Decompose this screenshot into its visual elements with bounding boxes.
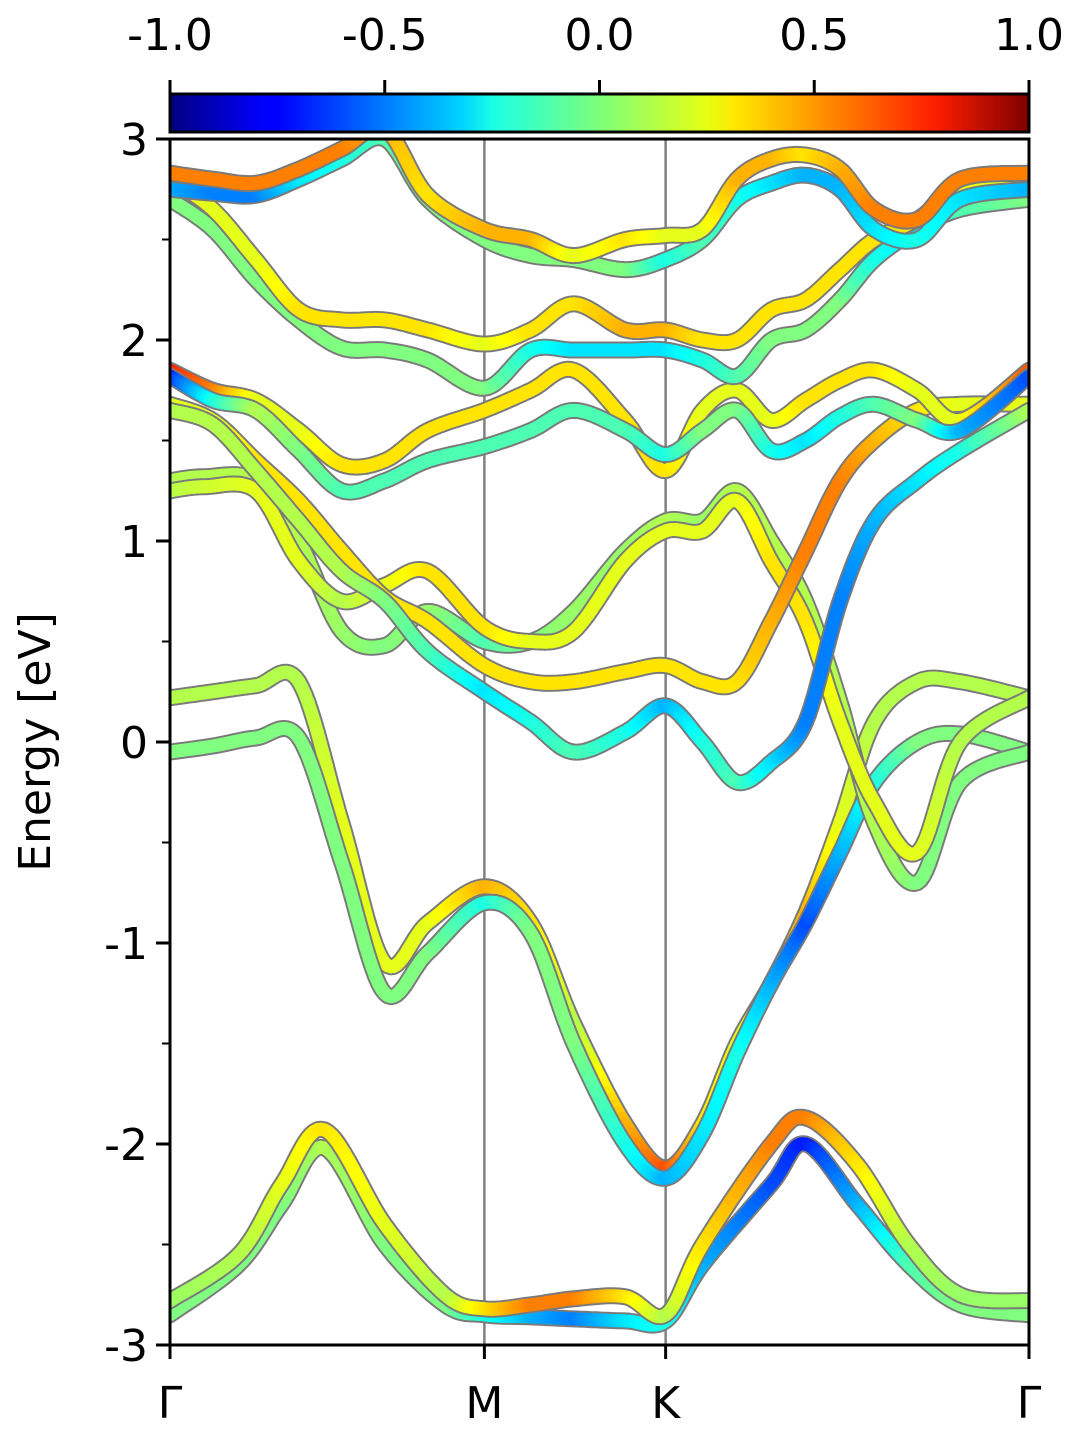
colorbar-tick-label: -1.0 xyxy=(127,10,213,61)
colorbar-tick-label: -0.5 xyxy=(342,10,428,61)
x-tick-label: Γ xyxy=(1017,1378,1042,1429)
plot-area: 3 2 1 0 -1 -2 -3 Γ M K Γ xyxy=(104,115,1042,1429)
y-tick-label: 0 xyxy=(120,718,148,769)
colorbar-tick-label: 0.5 xyxy=(779,10,849,61)
x-tick-label: Γ xyxy=(158,1378,183,1429)
colorbar-tick-label: 0.0 xyxy=(565,10,635,61)
bands xyxy=(170,127,1029,1325)
y-tick-label: 1 xyxy=(120,517,148,568)
band-segment xyxy=(360,134,363,136)
band-3 xyxy=(170,729,1029,1179)
colorbar-tick-label: 1.0 xyxy=(994,10,1064,61)
y-tick-label: -3 xyxy=(104,1321,148,1372)
band-1 xyxy=(170,1117,1029,1317)
y-tick-label: 3 xyxy=(120,115,148,166)
band-segment xyxy=(391,134,394,138)
colorbar-gradient xyxy=(170,94,1029,132)
y-tick-label: -2 xyxy=(104,1120,148,1171)
y-tick-label: 2 xyxy=(120,316,148,367)
y-axis: 3 2 1 0 -1 -2 -3 xyxy=(104,115,170,1372)
x-tick-label: M xyxy=(465,1378,503,1429)
y-tick-label: -1 xyxy=(104,919,148,970)
colorbar: -1.0 -0.5 0.0 0.5 1.0 xyxy=(127,10,1064,132)
y-axis-label: Energy [eV] xyxy=(10,612,61,872)
x-tick-label: K xyxy=(651,1378,681,1429)
colorbar-ticks: -1.0 -0.5 0.0 0.5 1.0 xyxy=(127,10,1064,94)
